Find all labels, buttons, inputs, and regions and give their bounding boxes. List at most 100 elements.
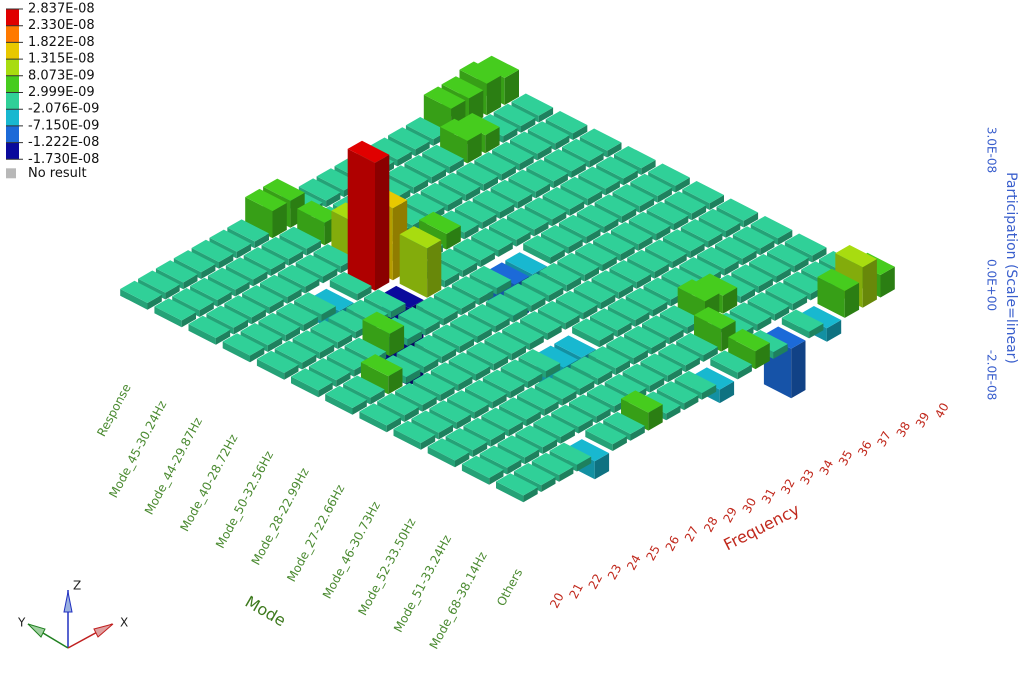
bar-top bbox=[695, 273, 738, 296]
bar-side bbox=[667, 367, 683, 383]
bar-top bbox=[344, 337, 387, 360]
bar-side bbox=[809, 323, 824, 339]
bar-top bbox=[658, 343, 700, 366]
bar-top bbox=[138, 270, 180, 293]
bar-top bbox=[326, 347, 369, 370]
bar-side bbox=[459, 338, 474, 354]
bar-top bbox=[172, 288, 214, 311]
bar-top bbox=[763, 326, 806, 349]
legend-no-result-swatch bbox=[6, 168, 16, 179]
bar-side bbox=[477, 328, 492, 344]
bar-side bbox=[441, 348, 457, 364]
bar-top bbox=[451, 276, 494, 299]
bar-side bbox=[538, 107, 554, 123]
x-tick-label: 24 bbox=[624, 552, 644, 572]
bar-top bbox=[513, 463, 556, 486]
legend-label: 8.073E-09 bbox=[28, 68, 95, 83]
bar-top bbox=[614, 146, 656, 169]
bar-side bbox=[236, 243, 252, 259]
bar-top bbox=[245, 188, 287, 212]
bar-top bbox=[468, 303, 510, 327]
bar-side bbox=[572, 326, 600, 348]
bar-top bbox=[646, 201, 689, 224]
bar-side bbox=[740, 288, 755, 304]
triad-y-label: Y bbox=[17, 616, 26, 630]
bar-top bbox=[225, 257, 268, 280]
bar bbox=[188, 315, 231, 345]
bar-top bbox=[381, 285, 424, 309]
bar-top bbox=[402, 192, 445, 216]
bar-side bbox=[684, 395, 699, 411]
bar-top bbox=[607, 297, 650, 321]
bar bbox=[329, 271, 372, 301]
bar-top bbox=[659, 305, 702, 328]
bar-side bbox=[529, 335, 544, 351]
bar-side bbox=[329, 280, 358, 301]
bar-top bbox=[209, 229, 252, 252]
bar-side bbox=[474, 404, 489, 419]
bar bbox=[461, 455, 504, 485]
bar-side bbox=[217, 291, 232, 307]
bar-side bbox=[321, 306, 336, 322]
bar-top bbox=[560, 176, 603, 199]
bar-side bbox=[817, 276, 845, 318]
bar-top bbox=[676, 332, 718, 356]
bar bbox=[523, 235, 565, 265]
bar-side bbox=[792, 295, 808, 311]
bar-top bbox=[500, 359, 543, 382]
bar-side bbox=[472, 442, 488, 457]
bar-side bbox=[812, 247, 827, 263]
bar-top bbox=[694, 306, 736, 330]
bar-side bbox=[694, 315, 722, 352]
bar-side bbox=[222, 341, 250, 363]
bar-side bbox=[844, 282, 860, 318]
bar-side bbox=[201, 264, 216, 279]
bar-side bbox=[703, 346, 718, 362]
bar-top bbox=[474, 152, 516, 175]
bar-side bbox=[448, 196, 463, 212]
bar-side bbox=[571, 163, 586, 178]
bar-side bbox=[562, 390, 577, 406]
bar-side bbox=[325, 394, 353, 415]
bar-top bbox=[427, 438, 470, 461]
bar-top bbox=[604, 373, 647, 397]
bar-side bbox=[586, 228, 601, 244]
bar-side bbox=[690, 243, 705, 259]
bar-top bbox=[533, 414, 575, 437]
x-tick-label: 30 bbox=[740, 495, 760, 515]
bar-top bbox=[207, 267, 250, 290]
y-tick-label: Others bbox=[494, 566, 525, 608]
bar-top bbox=[505, 252, 547, 275]
bar-side bbox=[305, 278, 320, 294]
bar-top bbox=[527, 121, 570, 144]
bar-top bbox=[648, 163, 690, 186]
bar-side bbox=[555, 135, 570, 151]
bar-top bbox=[445, 428, 488, 451]
legend-swatch bbox=[6, 75, 19, 93]
bar-top bbox=[750, 216, 793, 239]
bar-side bbox=[656, 225, 671, 241]
bar-top bbox=[622, 363, 665, 386]
bar-side bbox=[461, 300, 476, 316]
bar-top bbox=[261, 236, 304, 259]
bar-side bbox=[287, 288, 302, 304]
bar-top bbox=[588, 346, 630, 369]
bar-top bbox=[492, 141, 534, 164]
bar-side bbox=[545, 363, 561, 379]
bar-side bbox=[391, 303, 406, 319]
bar-top bbox=[537, 300, 580, 324]
bar-top bbox=[551, 404, 593, 427]
bar-side bbox=[483, 176, 498, 192]
bar-side bbox=[601, 294, 616, 310]
bar-side bbox=[685, 357, 700, 373]
bar-top bbox=[263, 178, 305, 201]
x-tick-label: 35 bbox=[836, 448, 856, 468]
axis-triad: Z X Y bbox=[17, 579, 128, 649]
bar-side bbox=[566, 276, 582, 292]
bar-top bbox=[510, 131, 552, 154]
bar-top bbox=[552, 366, 595, 389]
bar bbox=[245, 188, 287, 239]
bar-side bbox=[776, 268, 791, 283]
bar-side bbox=[531, 297, 546, 313]
bar-top bbox=[441, 76, 484, 99]
